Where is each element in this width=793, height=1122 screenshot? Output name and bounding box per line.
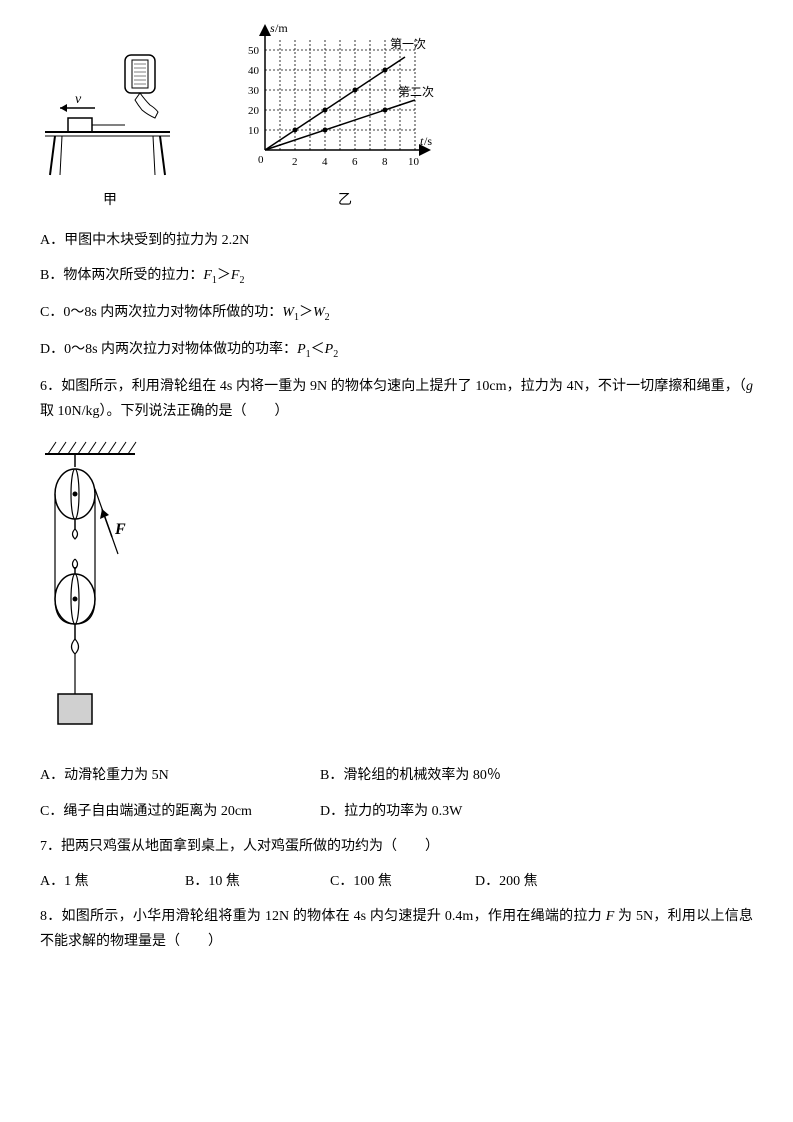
q7-option-c: C．100 焦	[330, 869, 475, 894]
svg-text:0: 0	[258, 154, 264, 166]
q7-option-d: D．200 焦	[475, 869, 620, 894]
q5-c-prefix: C．0～8s 内两次拉力对物体所做的功：	[40, 305, 282, 320]
q8-prefix: 8．如图所示，小华用滑轮组将重为 12N 的物体在 4s 内匀速提升 0.4m，…	[40, 909, 606, 924]
svg-text:v: v	[75, 92, 82, 107]
q5-b-prefix: B．物体两次所受的拉力：	[40, 268, 203, 283]
series1-label: 第一次	[390, 37, 426, 51]
q5-option-c: C．0～8s 内两次拉力对物体所做的功：W1＞W2	[40, 300, 753, 327]
spring-scale-figure: v	[40, 50, 180, 180]
svg-text:6: 6	[352, 156, 358, 168]
svg-text:F: F	[114, 521, 126, 538]
q5-option-a: A．甲图中木块受到的拉力为 2.2N	[40, 228, 753, 253]
pulley-figure: F	[40, 439, 753, 748]
svg-text:/m: /m	[275, 21, 288, 35]
q6-text: 6．如图所示，利用滑轮组在 4s 内将一重为 9N 的物体匀速向上提升了 10c…	[40, 374, 753, 424]
svg-text:8: 8	[382, 156, 388, 168]
q8-F: F	[606, 909, 615, 924]
q6-option-c: C．绳子自由端通过的距离为 20cm	[40, 799, 320, 824]
q6-options-row2: C．绳子自由端通过的距离为 20cm D．拉力的功率为 0.3W	[40, 799, 753, 824]
q6-options-row1: A．动滑轮重力为 5N B．滑轮组的机械效率为 80％	[40, 763, 753, 788]
svg-text:20: 20	[248, 105, 260, 117]
svg-text:/s: /s	[424, 134, 432, 148]
svg-text:10: 10	[248, 125, 260, 137]
q7-options-row: A．1 焦 B．10 焦 C．100 焦 D．200 焦	[40, 869, 753, 894]
q7-text: 7．把两只鸡蛋从地面拿到桌上，人对鸡蛋所做的功约为（ ）	[40, 834, 753, 859]
q5-option-b: B．物体两次所受的拉力：F1＞F2	[40, 263, 753, 290]
q6-g: g	[746, 379, 753, 394]
st-chart: s/m t/s 10 20 30 40 50 2 4 6 8 10 0	[240, 20, 450, 180]
figure-jia-container: v 甲	[40, 50, 180, 213]
q6-option-b: B．滑轮组的机械效率为 80％	[320, 763, 600, 788]
q6-suffix: 取 10N/kg）。下列说法正确的是（ ）	[40, 404, 289, 419]
q5-option-d: D．0～8s 内两次拉力对物体做功的功率：P1＜P2	[40, 337, 753, 364]
svg-text:2: 2	[292, 156, 298, 168]
figure-yi-container: s/m t/s 10 20 30 40 50 2 4 6 8 10 0	[240, 20, 450, 213]
q5-b-formula: F	[203, 268, 212, 283]
q8-text: 8．如图所示，小华用滑轮组将重为 12N 的物体在 4s 内匀速提升 0.4m，…	[40, 904, 753, 954]
svg-text:50: 50	[248, 45, 260, 57]
q6-option-d: D．拉力的功率为 0.3W	[320, 799, 600, 824]
svg-text:10: 10	[408, 156, 420, 168]
q5-d-prefix: D．0～8s 内两次拉力对物体做功的功率：	[40, 342, 297, 357]
series2-label: 第二次	[398, 85, 434, 99]
q7-option-a: A．1 焦	[40, 869, 185, 894]
figure-jia-label: 甲	[103, 188, 117, 213]
q6-option-a: A．动滑轮重力为 5N	[40, 763, 320, 788]
figures-row: v 甲	[40, 20, 753, 213]
svg-text:30: 30	[248, 85, 260, 97]
svg-text:4: 4	[322, 156, 328, 168]
q6-prefix: 6．如图所示，利用滑轮组在 4s 内将一重为 9N 的物体匀速向上提升了 10c…	[40, 379, 746, 394]
svg-text:40: 40	[248, 65, 260, 77]
figure-yi-label: 乙	[338, 188, 352, 213]
q7-option-b: B．10 焦	[185, 869, 330, 894]
